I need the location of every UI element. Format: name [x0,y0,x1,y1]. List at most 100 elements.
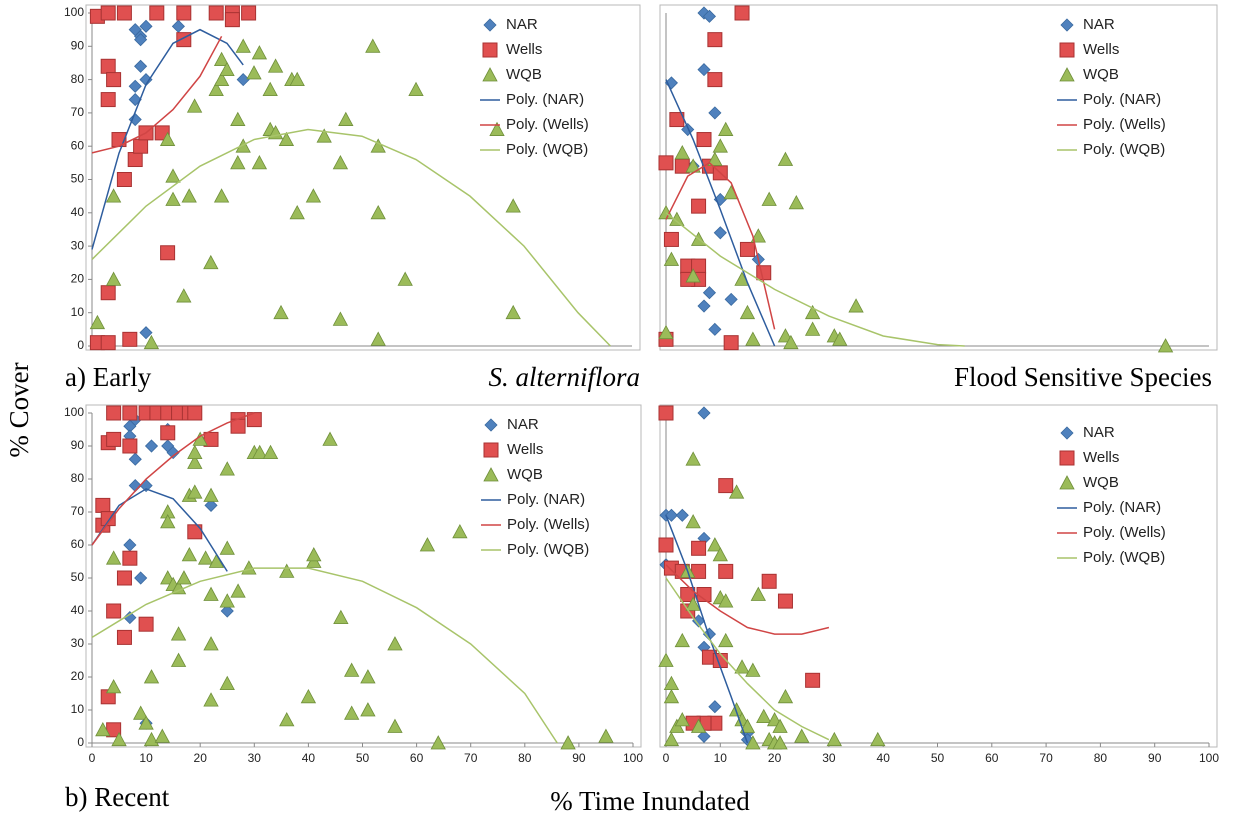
data-point [598,728,614,743]
y-tick-label: 70 [71,105,85,119]
data-point [219,675,235,690]
data-point [360,669,376,684]
data-point [697,406,711,420]
x-tick-label: 20 [768,751,782,765]
data-point [106,405,122,421]
data-point [724,292,738,306]
data-point [100,285,116,301]
data-point [128,112,142,127]
y-tick-label: 0 [77,735,84,749]
data-point [804,304,821,320]
trend-line [665,577,830,741]
data-point [370,204,386,220]
data-point [251,45,268,60]
x-tick-label: 50 [931,751,945,765]
x-tick-label: 40 [877,751,891,765]
legend-swatch [483,18,497,32]
data-point [696,132,712,148]
data-point [133,705,149,720]
legend-swatch [483,442,499,458]
legend-label: Poly. (NAR) [506,91,584,108]
data-point [697,729,711,743]
data-point [246,65,262,80]
y-tick-label: 80 [71,471,85,485]
data-point [365,38,381,53]
data-point [761,573,777,589]
data-point [279,712,295,727]
trend-line [91,28,244,250]
data-point [176,5,192,21]
x-tick-label: 20 [194,751,208,765]
data-point [697,299,711,313]
data-point [707,72,723,88]
data-point [772,735,788,750]
data-point [122,438,138,454]
x-tick-label: 30 [822,751,836,765]
x-tick-label: 70 [1039,751,1053,765]
data-point [674,632,690,648]
data-point [149,5,165,21]
data-point [332,311,349,326]
data-point [181,547,198,562]
data-point [739,718,756,733]
data-point [728,484,745,499]
data-point [252,444,268,460]
legend-label: Wells [506,41,542,58]
data-point [708,322,722,336]
data-point [344,705,360,720]
data-point [674,145,690,160]
y-tick-label: 100 [64,405,84,419]
data-point [804,321,821,336]
data-point [116,172,132,187]
legend-label: Poly. (NAR) [507,491,585,508]
data-point [739,241,755,257]
y-tick-label: 30 [71,636,85,650]
data-point [123,538,137,552]
data-point [305,188,322,203]
x-tick-label: 50 [356,751,370,765]
data-point [826,731,842,747]
data-point [870,731,886,747]
data-point [658,652,674,667]
data-point [663,731,680,747]
legend-label: Poly. (NAR) [1083,91,1161,108]
trend-line [665,161,776,330]
trend-line [665,515,749,744]
legend-swatch [482,67,498,82]
data-point [160,425,176,441]
data-point [208,5,224,21]
y-tick-label: 40 [71,603,85,617]
data-point [756,265,772,281]
data-point [663,231,679,247]
data-point [100,335,116,351]
data-point [139,19,153,33]
data-point [685,451,701,466]
y-tick-label: 10 [71,702,85,716]
data-point [691,198,707,214]
data-point [224,12,240,28]
data-point [262,444,279,460]
data-point [230,155,246,170]
data-point [133,138,149,154]
data-point [143,669,160,684]
x-tick-label: 80 [518,751,532,765]
data-point [1157,338,1174,353]
data-point [712,547,728,562]
x-tick-label: 10 [139,751,153,765]
data-point [718,121,734,136]
data-point [332,155,349,170]
legend-label: NAR [507,416,539,433]
data-point [105,679,122,694]
y-tick-label: 40 [71,205,85,219]
data-point [707,151,723,166]
data-point [761,191,777,206]
data-point [783,334,799,350]
data-point [170,652,187,667]
data-point [718,563,734,579]
data-point [165,191,181,206]
x-tick-label: 40 [302,751,316,765]
data-point [316,128,332,143]
data-point [805,672,821,688]
data-point [138,616,154,632]
data-point [106,72,122,88]
